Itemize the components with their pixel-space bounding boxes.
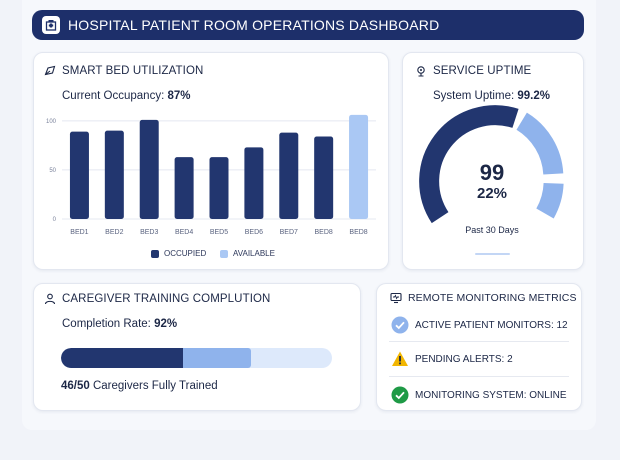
- caregiver-training-card: CAREGIVER TRAINING COMPLUTION Completion…: [33, 283, 361, 411]
- x-tick-label: BED7: [280, 229, 298, 236]
- bar-bed3: [139, 119, 159, 219]
- gauge-big-value: 99: [480, 160, 504, 185]
- x-tick-label: BED4: [175, 229, 193, 236]
- uptime-label: System Uptime:: [433, 90, 515, 102]
- pending-alerts-label: PENDING ALERTS: 2: [415, 353, 513, 365]
- legend-swatch-occupied: [151, 249, 159, 258]
- monitoring-title: REMOTE MONITORING METRICS: [390, 292, 577, 304]
- completion-rate-value: 92%: [154, 318, 178, 330]
- bar-bed8: [314, 136, 334, 219]
- legend-available: AVAILABLE: [220, 249, 275, 258]
- progress-fill-trained: [61, 348, 183, 368]
- uptime-pin-icon: [417, 66, 425, 77]
- x-tick-label: BED1: [70, 229, 88, 236]
- x-tick-label: BED6: [245, 229, 263, 236]
- x-tick-label: BED8: [349, 229, 367, 236]
- uptime-gauge: 99 22% Past 30 Days: [419, 105, 564, 255]
- service-uptime-title: SERVICE UPTIME: [415, 65, 531, 77]
- bar-bed6: [244, 147, 264, 219]
- training-title-text: CAREGIVER TRAINING COMPLUTION: [62, 293, 271, 305]
- x-tick-label: BED5: [210, 229, 228, 236]
- service-uptime-title-text: SERVICE UPTIME: [433, 65, 532, 77]
- bed-utilization-title: SMART BED UTILIZATION: [44, 65, 203, 77]
- trained-count: 46/50 Caregivers Fully Trained: [61, 380, 218, 392]
- divider: [389, 341, 569, 342]
- y-tick-label: 100: [46, 119, 57, 125]
- monitor-item-alerts: PENDING ALERTS: 2: [391, 350, 513, 368]
- bar-bed4: [174, 157, 194, 219]
- training-title: CAREGIVER TRAINING COMPLUTION: [44, 293, 270, 305]
- gauge-arc-tail: [536, 182, 564, 219]
- x-tick-label: BED3: [140, 229, 158, 236]
- gauge-arc-primary: [419, 105, 519, 224]
- gauge-arc-secondary: [516, 112, 564, 175]
- uptime-value: 99.2%: [517, 90, 550, 102]
- occupancy-stat: Current Occupancy: 87%: [62, 90, 191, 102]
- system-status-label: MONITORING SYSTEM: ONLINE: [415, 389, 567, 401]
- monitoring-title-text: REMOTE MONITORING METRICS: [408, 292, 577, 304]
- check-circle-icon: [391, 316, 409, 334]
- gauge-small-value: 22%: [477, 185, 507, 202]
- completion-rate-label: Completion Rate:: [62, 318, 151, 330]
- dashboard-header: HOSPITAL PATIENT ROOM OPERATIONS DASHBOA…: [32, 10, 584, 40]
- page-title: HOSPITAL PATIENT ROOM OPERATIONS DASHBOA…: [68, 17, 440, 33]
- remote-monitoring-card: REMOTE MONITORING METRICS ACTIVE PATIENT…: [376, 283, 582, 411]
- x-tick-label: BED2: [105, 229, 123, 236]
- online-check-icon: [391, 386, 409, 404]
- bar-bed7: [279, 132, 299, 219]
- y-tick-label: 0: [53, 217, 57, 223]
- trained-count-label: Caregivers Fully Trained: [92, 380, 218, 392]
- legend-available-label: AVAILABLE: [233, 249, 275, 258]
- y-tick-label: 50: [49, 168, 56, 174]
- legend-swatch-available: [220, 249, 228, 258]
- x-tick-label: BED8: [315, 229, 333, 236]
- bar-bed5: [209, 157, 229, 219]
- warning-icon: [392, 351, 408, 366]
- occupancy-label: Current Occupancy:: [62, 90, 165, 102]
- hospital-icon: [42, 16, 60, 34]
- bar-bed2: [104, 130, 124, 219]
- bed-utilization-chart: 0 50 100 BED1 BED2 BED3 BED4 BED5 BED6 BED7 BED8 BE…: [46, 114, 376, 236]
- training-progress-bar: [61, 348, 332, 368]
- completion-stat: Completion Rate: 92%: [62, 318, 177, 330]
- monitor-icon: [390, 292, 402, 304]
- service-uptime-card: SERVICE UPTIME System Uptime: 99.2% 99 2…: [402, 52, 584, 270]
- legend-occupied: OCCUPIED: [151, 249, 206, 258]
- occupancy-value: 87%: [167, 90, 191, 102]
- divider: [389, 376, 569, 377]
- trained-count-value: 46/50: [61, 380, 90, 392]
- active-monitors-label: ACTIVE PATIENT MONITORS: 12: [415, 319, 568, 331]
- progress-fill-in-progress: [182, 348, 251, 368]
- bed-utilization-card: SMART BED UTILIZATION Current Occupancy:…: [33, 52, 389, 270]
- uptime-stat: System Uptime: 99.2%: [433, 90, 550, 102]
- legend-occupied-label: OCCUPIED: [164, 249, 207, 258]
- bar-bed1: [69, 131, 89, 219]
- bed-tag-icon: [44, 65, 56, 76]
- person-icon: [44, 293, 56, 305]
- monitor-item-active: ACTIVE PATIENT MONITORS: 12: [391, 316, 568, 334]
- uptime-period: Past 30 Days: [465, 225, 519, 235]
- bar-bed8: [349, 114, 369, 219]
- bed-utilization-title-text: SMART BED UTILIZATION: [62, 65, 204, 77]
- monitor-item-system: MONITORING SYSTEM: ONLINE: [391, 386, 567, 404]
